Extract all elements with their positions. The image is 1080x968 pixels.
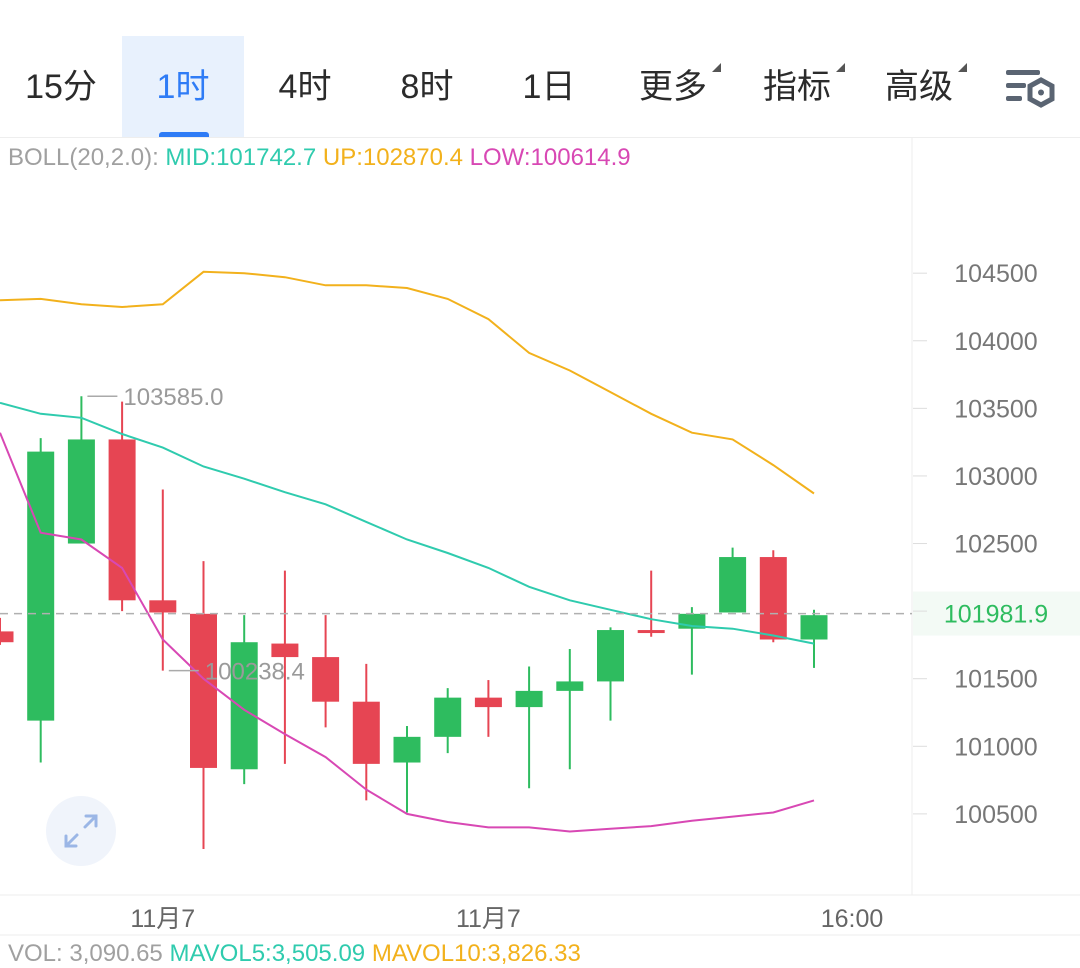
y-tick-label: 104500 <box>954 260 1037 288</box>
candle-body <box>637 630 665 634</box>
tab-more[interactable]: 更多 <box>620 36 726 138</box>
y-tick-label: 102500 <box>954 531 1037 559</box>
y-tick-label: 103500 <box>954 395 1037 423</box>
high-marker-label: 103585.0 <box>123 384 223 411</box>
candle-body <box>393 736 421 763</box>
dropdown-caret-icon <box>836 63 845 72</box>
candle-body <box>352 701 380 764</box>
expand-chart-button[interactable] <box>46 796 116 866</box>
candle-body <box>474 697 502 708</box>
candle-body <box>597 630 624 682</box>
dropdown-caret-icon <box>958 63 967 72</box>
boll-mid-line <box>0 401 815 645</box>
candle-body <box>149 600 177 613</box>
y-tick-label: 100500 <box>954 801 1037 829</box>
x-tick-label: 16:00 <box>821 905 884 933</box>
current-price-label: 101981.9 <box>944 601 1048 629</box>
tab-4h[interactable]: 4时 <box>278 68 332 106</box>
candle-body <box>515 690 543 708</box>
y-tick-label: 101000 <box>954 733 1037 761</box>
volume-legend: VOL: 3,090.65 MAVOL5:3,505.09 MAVOL10:3,… <box>8 940 581 968</box>
boll-upper-line <box>0 270 815 495</box>
boll-low-value: LOW:100614.9 <box>469 144 631 171</box>
x-tick-label: 11月7 <box>456 905 521 933</box>
mavol5-value: MAVOL5:3,505.09 <box>169 940 366 967</box>
timeframe-tabs: 15分 1时 4时 8时 1日 更多 指标 高级 <box>0 36 1080 138</box>
tab-1h[interactable]: 1时 <box>122 36 244 138</box>
current-price-label-bg <box>913 591 1080 636</box>
candle-body <box>719 557 747 613</box>
boll-label: BOLL(20,2.0): <box>8 144 159 171</box>
candle-body <box>271 643 299 658</box>
tab-8h[interactable]: 8时 <box>400 68 454 106</box>
y-tick-label: 103000 <box>954 463 1037 491</box>
low-marker-label: 100238.4 <box>205 659 305 686</box>
tab-1d[interactable]: 1日 <box>522 68 576 106</box>
expand-icon <box>64 814 98 848</box>
boll-up-value: UP:102870.4 <box>322 144 463 171</box>
candle-body <box>230 642 258 770</box>
candle-body <box>434 697 462 737</box>
active-tab-indicator <box>159 132 209 138</box>
tab-advanced[interactable]: 高级 <box>866 36 972 138</box>
tab-indicators[interactable]: 指标 <box>744 36 850 138</box>
candle-body <box>190 613 217 768</box>
candle-body <box>759 557 787 640</box>
dropdown-caret-icon <box>712 63 721 72</box>
tabs-divider <box>0 137 1080 138</box>
chart-settings-icon[interactable] <box>1004 66 1056 110</box>
mavol10-value: MAVOL10:3,826.33 <box>371 940 581 967</box>
tab-15m[interactable]: 15分 <box>25 68 97 106</box>
volume-value: VOL: 3,090.65 <box>8 940 163 967</box>
candle-body <box>312 657 340 702</box>
candle-body <box>0 631 14 643</box>
candle-body <box>556 681 584 691</box>
boll-mid-value: MID:101742.7 <box>165 144 317 171</box>
boll-legend: BOLL(20,2.0): MID:101742.7 UP:102870.4 L… <box>8 144 631 172</box>
y-tick-label: 104000 <box>954 328 1037 356</box>
candle-body <box>108 439 136 601</box>
candle-body <box>800 615 828 640</box>
candle-body <box>67 439 95 544</box>
boll-lower-line <box>0 432 815 833</box>
y-tick-label: 101500 <box>954 666 1037 694</box>
x-tick-label: 11月7 <box>130 905 195 933</box>
candle-body <box>27 451 55 721</box>
